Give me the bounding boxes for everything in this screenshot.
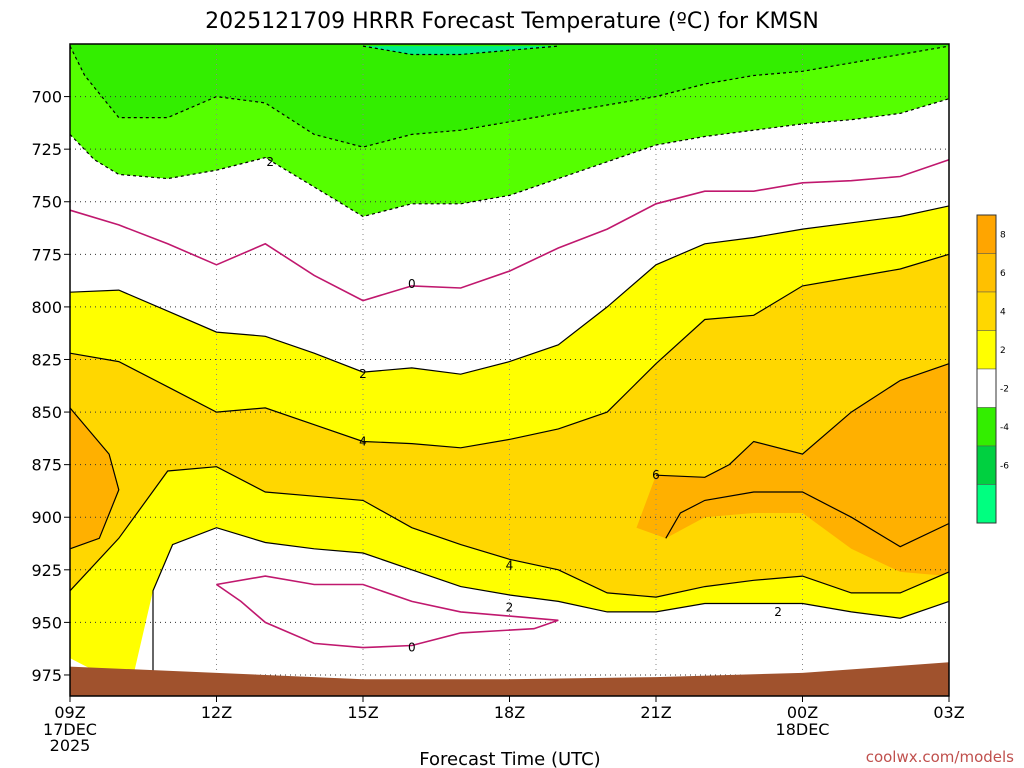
x-date-label: 2025	[50, 736, 91, 755]
contour-label: 0	[408, 277, 416, 291]
y-tick-label: 750	[31, 193, 62, 212]
band-low-white	[128, 527, 950, 696]
colorbar-band	[976, 330, 997, 370]
contour-line	[69, 158, 950, 302]
contour-label: 4	[359, 435, 367, 449]
x-tick-label: 09Z	[54, 703, 85, 722]
chart-title: 2025121709 HRRR Forecast Temperature (ºC…	[205, 9, 819, 34]
x-tick-label: 15Z	[347, 703, 378, 722]
ground-polygon	[70, 662, 949, 696]
y-tick-label: 725	[31, 140, 62, 159]
plot-area	[70, 44, 950, 697]
band-2-to-4	[70, 205, 949, 448]
colorbar-band	[976, 214, 997, 254]
colorbar: 8 6 4 2 -2 -4 -6	[976, 214, 1009, 524]
x-tick-label: 03Z	[933, 703, 964, 722]
y-tick-label: 850	[31, 403, 62, 422]
y-tick-label: 975	[31, 666, 62, 685]
contour-line	[69, 466, 950, 598]
contour-line	[69, 98, 950, 218]
colorbar-tick-label: -4	[1000, 423, 1009, 433]
y-tick-label: 875	[31, 456, 62, 475]
y-tick-label: 925	[31, 561, 62, 580]
contour-label: 2	[359, 367, 367, 381]
colorbar-tick-label: 2	[1000, 346, 1006, 356]
contour-label: 2	[266, 155, 274, 169]
contour-line	[69, 253, 950, 449]
contour-label: 2	[774, 605, 782, 619]
colorbar-band	[976, 368, 997, 408]
y-tick-label: 950	[31, 613, 62, 632]
x-tick-label: 21Z	[640, 703, 671, 722]
contour-line	[362, 45, 559, 56]
colorbar-frame	[976, 214, 997, 524]
y-axis-ticks: 700 725 750 775 800 825 850 875 900 925 950 975	[31, 88, 70, 685]
contour-line	[69, 407, 120, 550]
ground-fill	[70, 662, 949, 696]
contour-label: 6	[652, 468, 660, 482]
contour-label: 2	[506, 601, 514, 615]
x-date-label: 17DEC	[43, 720, 97, 739]
colorbar-tick-label: 4	[1000, 307, 1006, 317]
band-minus-4-to-minus-2	[70, 44, 949, 148]
y-tick-label: 825	[31, 350, 62, 369]
colorbar-band	[976, 253, 997, 293]
contour-line	[69, 205, 950, 375]
x-tick-label: 12Z	[201, 703, 232, 722]
contour-line	[655, 363, 950, 478]
contour-line	[216, 575, 559, 649]
colorbar-tick-label: 6	[1000, 269, 1006, 279]
colorbar-tick-label: 8	[1000, 230, 1006, 240]
y-tick-label: 700	[31, 88, 62, 107]
contour-label: 4	[506, 559, 514, 573]
band-6-to-8	[636, 363, 949, 577]
colorbar-band	[976, 484, 997, 524]
contour-line	[69, 45, 950, 148]
contour-line	[665, 491, 950, 548]
colorbar-tick-label: -2	[1000, 384, 1009, 394]
x-date-label: 18DEC	[776, 720, 830, 739]
colorbar-band	[976, 445, 997, 485]
y-tick-label: 900	[31, 508, 62, 527]
band-6-to-8-left	[70, 407, 119, 549]
credit-text[interactable]: coolwx.com/models	[866, 748, 1014, 766]
contour-line	[152, 527, 950, 671]
x-tick-label: 18Z	[494, 703, 525, 722]
colorbar-band	[976, 291, 997, 331]
x-axis-label: Forecast Time (UTC)	[419, 749, 600, 768]
contour-lines: 2 0 2 4 6 4 2 2 0	[69, 45, 950, 671]
contour-label: 0	[408, 641, 416, 655]
y-tick-label: 775	[31, 245, 62, 264]
band-minus-6-to-minus-4	[363, 46, 559, 55]
y-tick-label: 800	[31, 298, 62, 317]
colorbar-band	[976, 407, 997, 447]
colorbar-tick-label: -6	[1000, 461, 1009, 471]
x-tick-label: 00Z	[787, 703, 818, 722]
